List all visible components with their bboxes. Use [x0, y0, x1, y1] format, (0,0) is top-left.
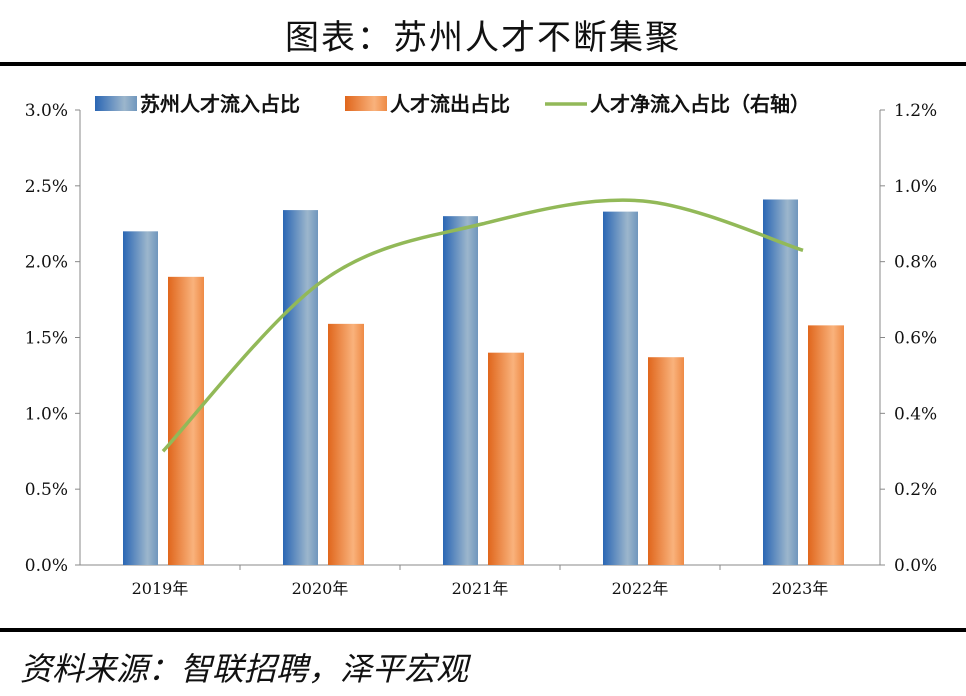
left-tick-label: 2.0% — [25, 253, 68, 273]
bar-outflow — [648, 357, 684, 565]
left-tick-label: 3.0% — [25, 101, 68, 121]
bottom-rule — [0, 628, 966, 632]
x-tick-label: 2021年 — [452, 579, 509, 598]
bar-inflow — [443, 216, 478, 565]
bar-outflow — [328, 323, 364, 565]
bar-outflow — [168, 276, 204, 565]
bar-inflow — [283, 210, 318, 565]
left-tick-label: 1.5% — [25, 329, 68, 349]
left-tick-label: 2.5% — [25, 177, 68, 197]
bar-outflow — [488, 352, 524, 565]
bar-outflow — [808, 325, 844, 565]
legend-label-net: 人才净流入占比（右轴） — [590, 92, 810, 116]
left-tick-label: 1.0% — [25, 404, 68, 424]
legend-swatch-outflow — [345, 96, 387, 111]
bar-inflow — [603, 211, 638, 565]
right-tick-label: 0.8% — [894, 253, 937, 273]
right-tick-label: 0.2% — [894, 480, 937, 500]
left-tick-label: 0.0% — [25, 556, 68, 576]
top-rule — [0, 62, 966, 66]
bar-inflow — [123, 231, 158, 566]
x-tick-label: 2023年 — [772, 579, 829, 598]
x-tick-label: 2022年 — [612, 579, 669, 598]
page-title: 图表：苏州人才不断集聚 — [285, 18, 681, 58]
right-tick-label: 0.6% — [894, 329, 937, 349]
legend-label-outflow: 人才流出占比 — [390, 92, 510, 116]
legend-label-inflow: 苏州人才流入占比 — [140, 92, 300, 116]
x-tick-label: 2020年 — [292, 579, 349, 598]
right-tick-label: 0.0% — [894, 556, 937, 576]
left-tick-label: 0.5% — [25, 480, 68, 500]
x-tick-label: 2019年 — [132, 579, 189, 598]
line-net-inflow — [161, 198, 804, 453]
legend-swatch-inflow — [95, 96, 137, 111]
right-tick-label: 1.2% — [894, 101, 937, 121]
source-note: 资料来源：智联招聘，泽平宏观 — [20, 650, 469, 688]
right-tick-label: 1.0% — [894, 177, 937, 197]
bar-inflow — [763, 199, 798, 565]
right-tick-label: 0.4% — [894, 404, 937, 424]
